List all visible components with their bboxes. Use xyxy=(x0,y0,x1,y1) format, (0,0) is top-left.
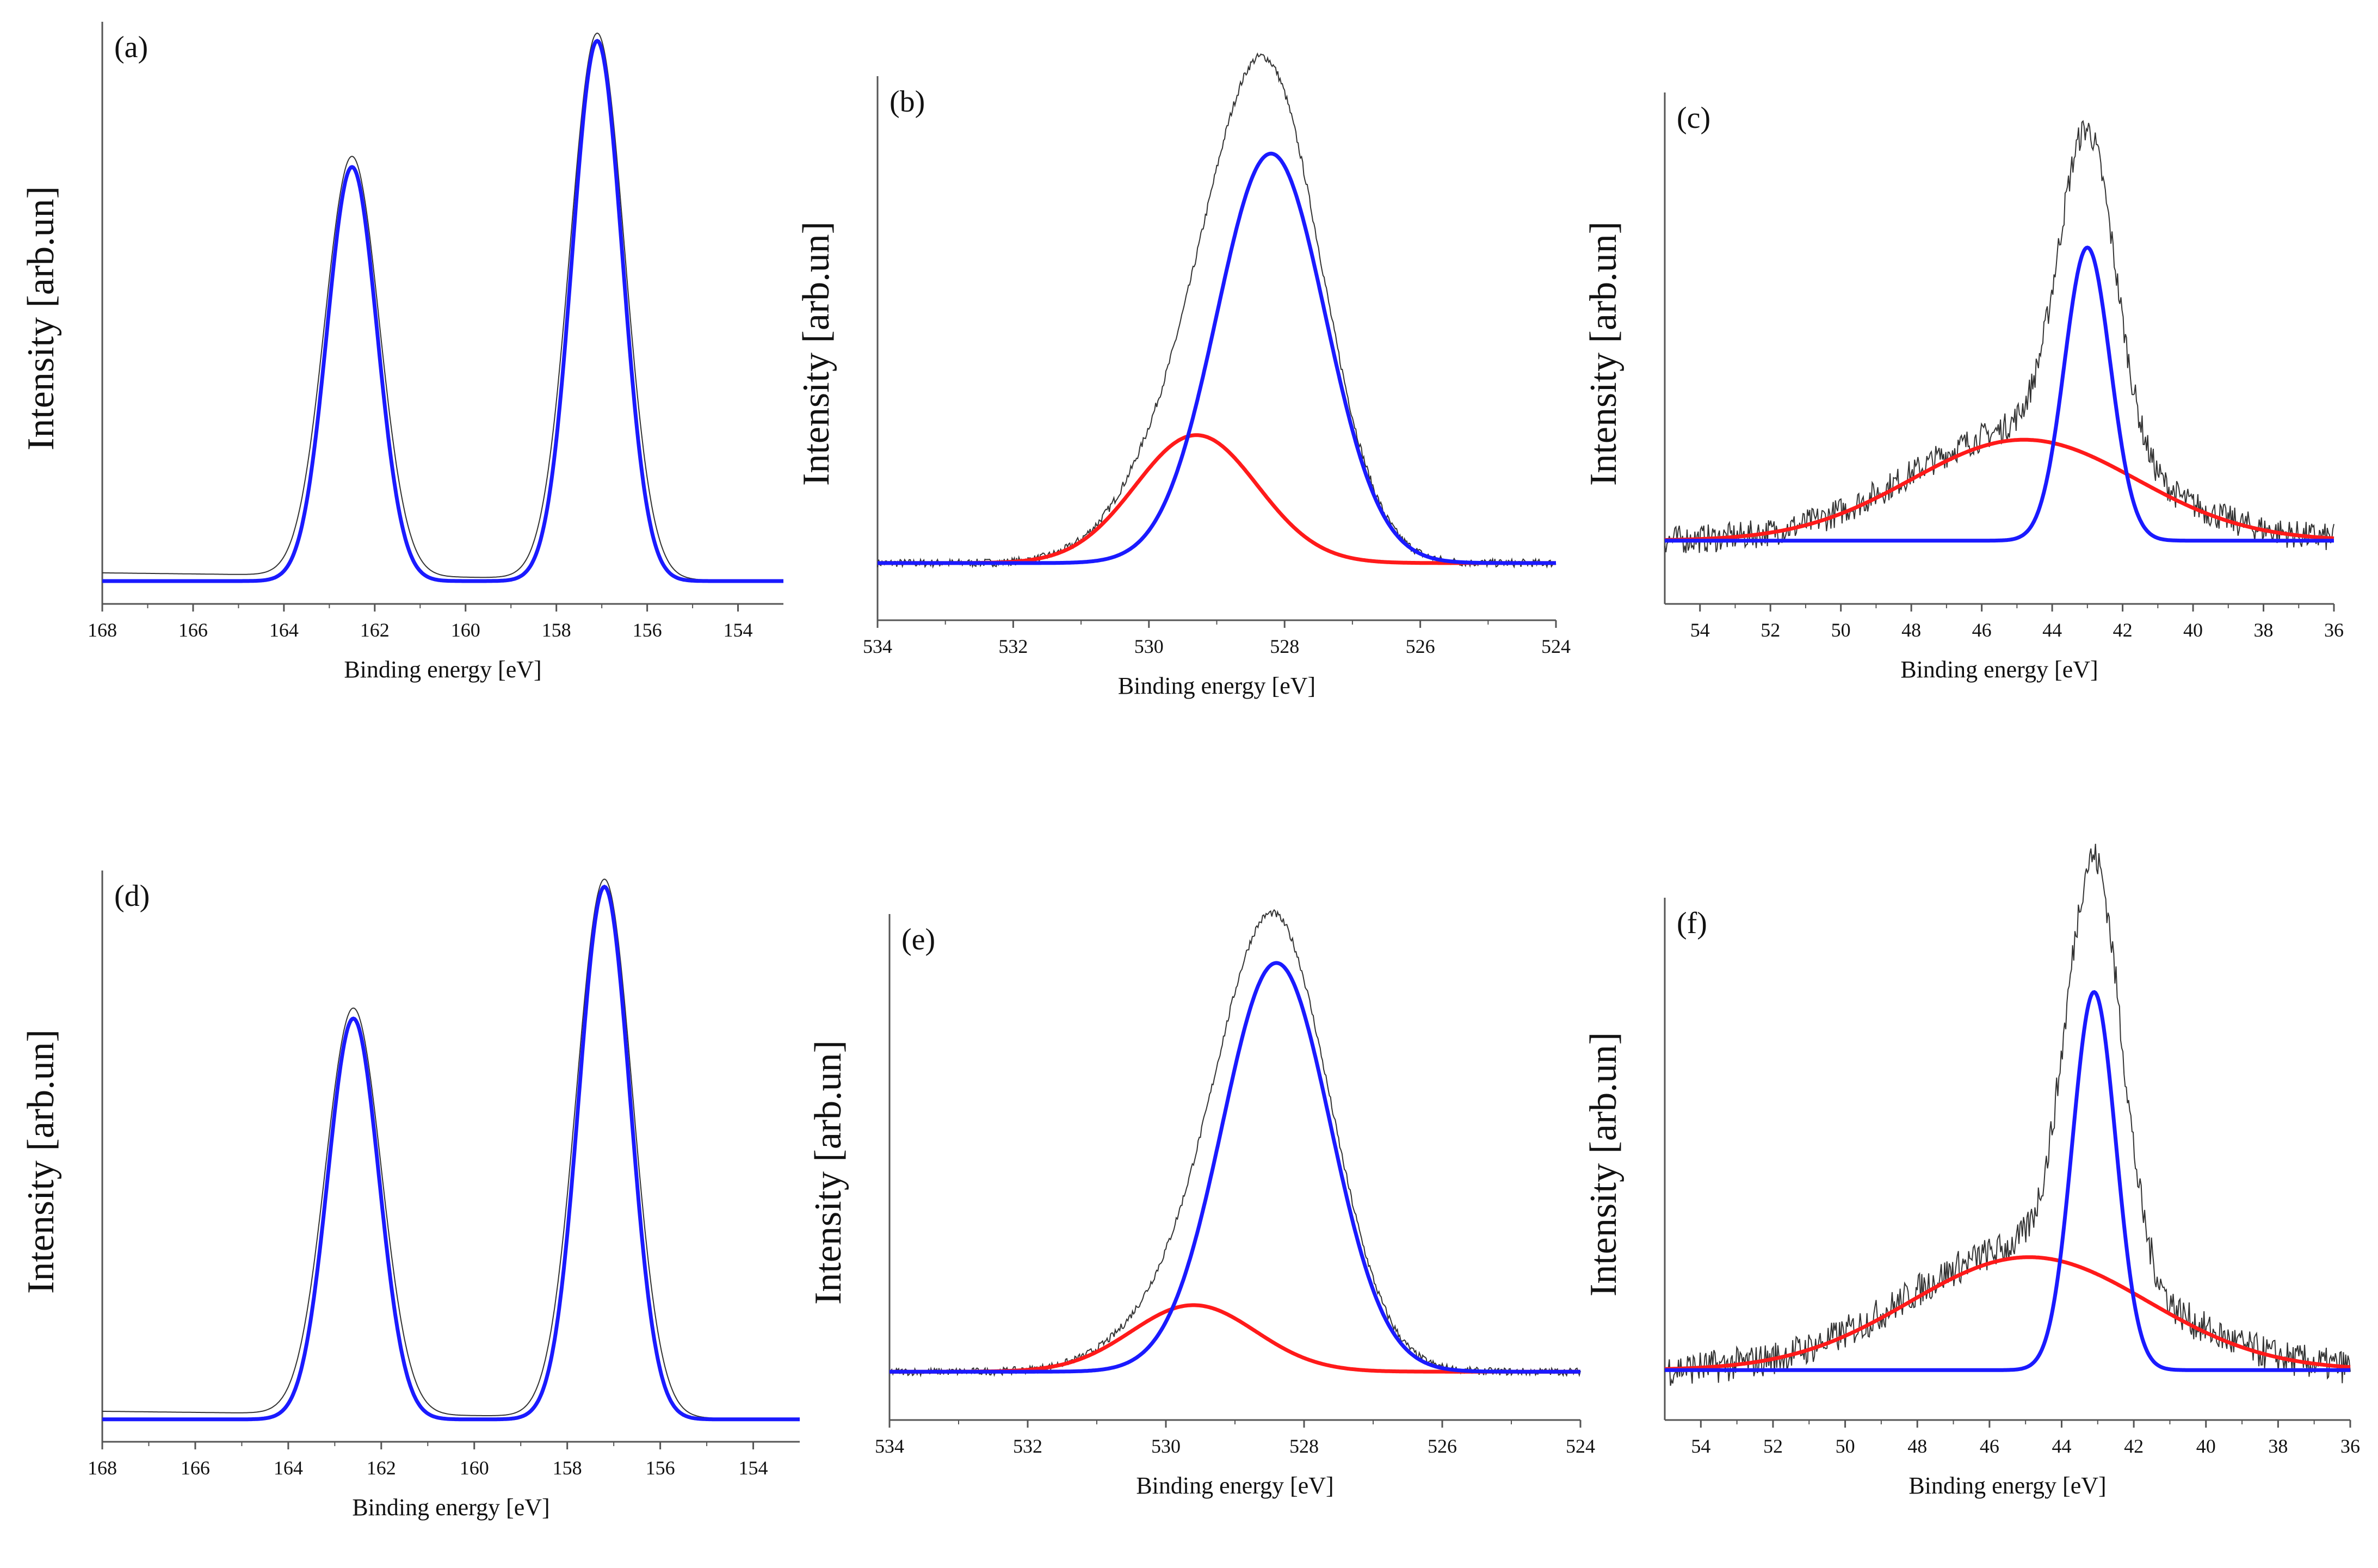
blue-fit-component xyxy=(102,885,800,1422)
blue-fit-component xyxy=(878,151,1556,565)
x-tick-label: 156 xyxy=(633,619,662,641)
x-tick-label: 158 xyxy=(553,1457,582,1479)
x-tick-label: 532 xyxy=(998,635,1028,657)
x-axis-label: Binding energy [eV] xyxy=(1118,672,1315,699)
x-tick-label: 164 xyxy=(274,1457,303,1479)
x-axis-label: Binding energy [eV] xyxy=(1136,1472,1333,1499)
x-tick-label: 54 xyxy=(1691,1435,1710,1457)
x-axis-label: Binding energy [eV] xyxy=(1908,1472,2106,1499)
x-tick-label: 166 xyxy=(181,1457,210,1479)
raw-spectrum-line xyxy=(1664,843,2351,1386)
panel-b: 534 532 530 528 526 524 Binding energy [eV] Int… xyxy=(795,52,1571,699)
x-tick-label: 524 xyxy=(1541,635,1571,657)
x-tick-label: 44 xyxy=(2042,619,2062,641)
panel-d: 168 166 164 162 160 158 156 154 Binding energy [… xyxy=(20,871,800,1521)
red-fit-component xyxy=(878,433,1556,565)
x-tick-label: 164 xyxy=(269,619,299,641)
x-tick-label: 156 xyxy=(646,1457,675,1479)
panel-label: (f) xyxy=(1677,906,1707,940)
x-tick-label: 46 xyxy=(1972,619,1992,641)
x-tick-label: 52 xyxy=(1763,1435,1783,1457)
x-axis-label: Binding energy [eV] xyxy=(352,1494,549,1521)
x-tick-label: 54 xyxy=(1690,619,1710,641)
x-tick-label: 162 xyxy=(360,619,390,641)
x-tick-label: 42 xyxy=(2124,1435,2144,1457)
x-tick-label: 162 xyxy=(367,1457,396,1479)
red-fit-component xyxy=(1664,437,2334,542)
x-tick-label: 530 xyxy=(1134,635,1164,657)
x-tick-label: 48 xyxy=(1901,619,1921,641)
panel-label: (a) xyxy=(114,30,148,64)
panel-label: (d) xyxy=(114,879,150,913)
panel-c: 54 52 50 48 46 44 42 40 38 36 Binding energy [eV] I… xyxy=(1583,92,2344,683)
x-tick-label: 40 xyxy=(2196,1435,2216,1457)
x-tick-label: 52 xyxy=(1761,619,1780,641)
y-axis-label: Intensity [arb.un] xyxy=(20,186,62,450)
raw-spectrum-line xyxy=(102,878,800,1420)
x-tick-label: 50 xyxy=(1836,1435,1855,1457)
raw-spectrum-line xyxy=(889,909,1581,1378)
x-tick-label: 38 xyxy=(2254,619,2274,641)
x-tick-label: 524 xyxy=(1566,1435,1595,1457)
x-tick-label: 38 xyxy=(2268,1435,2288,1457)
x-tick-label: 40 xyxy=(2183,619,2203,641)
panel-f: 54 52 50 48 46 44 42 40 38 36 Binding energy [eV] I… xyxy=(1583,843,2360,1499)
x-axis-label: Binding energy [eV] xyxy=(344,656,541,683)
x-tick-label: 154 xyxy=(739,1457,768,1479)
panel-e: 534 532 530 528 526 524 Binding energy [eV] Int… xyxy=(807,909,1595,1499)
red-fit-component xyxy=(1665,1255,2351,1371)
panel-label: (e) xyxy=(901,923,935,956)
x-tick-label: 534 xyxy=(875,1435,904,1457)
panel-label: (c) xyxy=(1677,101,1710,135)
y-axis-label: Intensity [arb.un] xyxy=(1583,1032,1625,1297)
x-tick-label: 36 xyxy=(2340,1435,2360,1457)
y-axis-label: Intensity [arb.un] xyxy=(20,1029,62,1294)
panel-a: 168 166 164 162 160 158 156 154 Binding energy [… xyxy=(20,22,783,683)
y-axis-label: Intensity [arb.un] xyxy=(807,1040,849,1305)
x-tick-label: 50 xyxy=(1831,619,1851,641)
x-tick-label: 526 xyxy=(1406,635,1435,657)
x-tick-label: 526 xyxy=(1428,1435,1457,1457)
x-tick-label: 158 xyxy=(542,619,571,641)
x-tick-label: 532 xyxy=(1013,1435,1042,1457)
x-tick-label: 46 xyxy=(1980,1435,1999,1457)
x-tick-label: 166 xyxy=(178,619,208,641)
x-tick-label: 168 xyxy=(88,1457,117,1479)
raw-spectrum-line xyxy=(102,32,783,582)
x-tick-label: 168 xyxy=(88,619,117,641)
x-tick-label: 154 xyxy=(724,619,753,641)
y-axis-label: Intensity [arb.un] xyxy=(795,221,837,486)
panel-label: (b) xyxy=(890,85,925,119)
blue-fit-component xyxy=(890,961,1580,1374)
red-fit-component xyxy=(890,1303,1580,1374)
x-tick-label: 48 xyxy=(1907,1435,1927,1457)
blue-fit-component xyxy=(1665,245,2334,543)
raw-spectrum-line xyxy=(1664,120,2334,553)
x-axis-label: Binding energy [eV] xyxy=(1900,656,2098,683)
x-tick-label: 44 xyxy=(2052,1435,2071,1457)
x-tick-label: 530 xyxy=(1151,1435,1181,1457)
blue-fit-component xyxy=(102,39,783,583)
x-tick-label: 528 xyxy=(1289,1435,1319,1457)
x-tick-label: 42 xyxy=(2113,619,2133,641)
x-tick-label: 160 xyxy=(451,619,480,641)
blue-fit-component xyxy=(1665,990,2350,1372)
x-tick-label: 528 xyxy=(1270,635,1299,657)
x-tick-label: 160 xyxy=(460,1457,489,1479)
y-axis-label: Intensity [arb.un] xyxy=(1583,221,1625,486)
x-tick-label: 36 xyxy=(2324,619,2344,641)
x-tick-label: 534 xyxy=(863,635,892,657)
